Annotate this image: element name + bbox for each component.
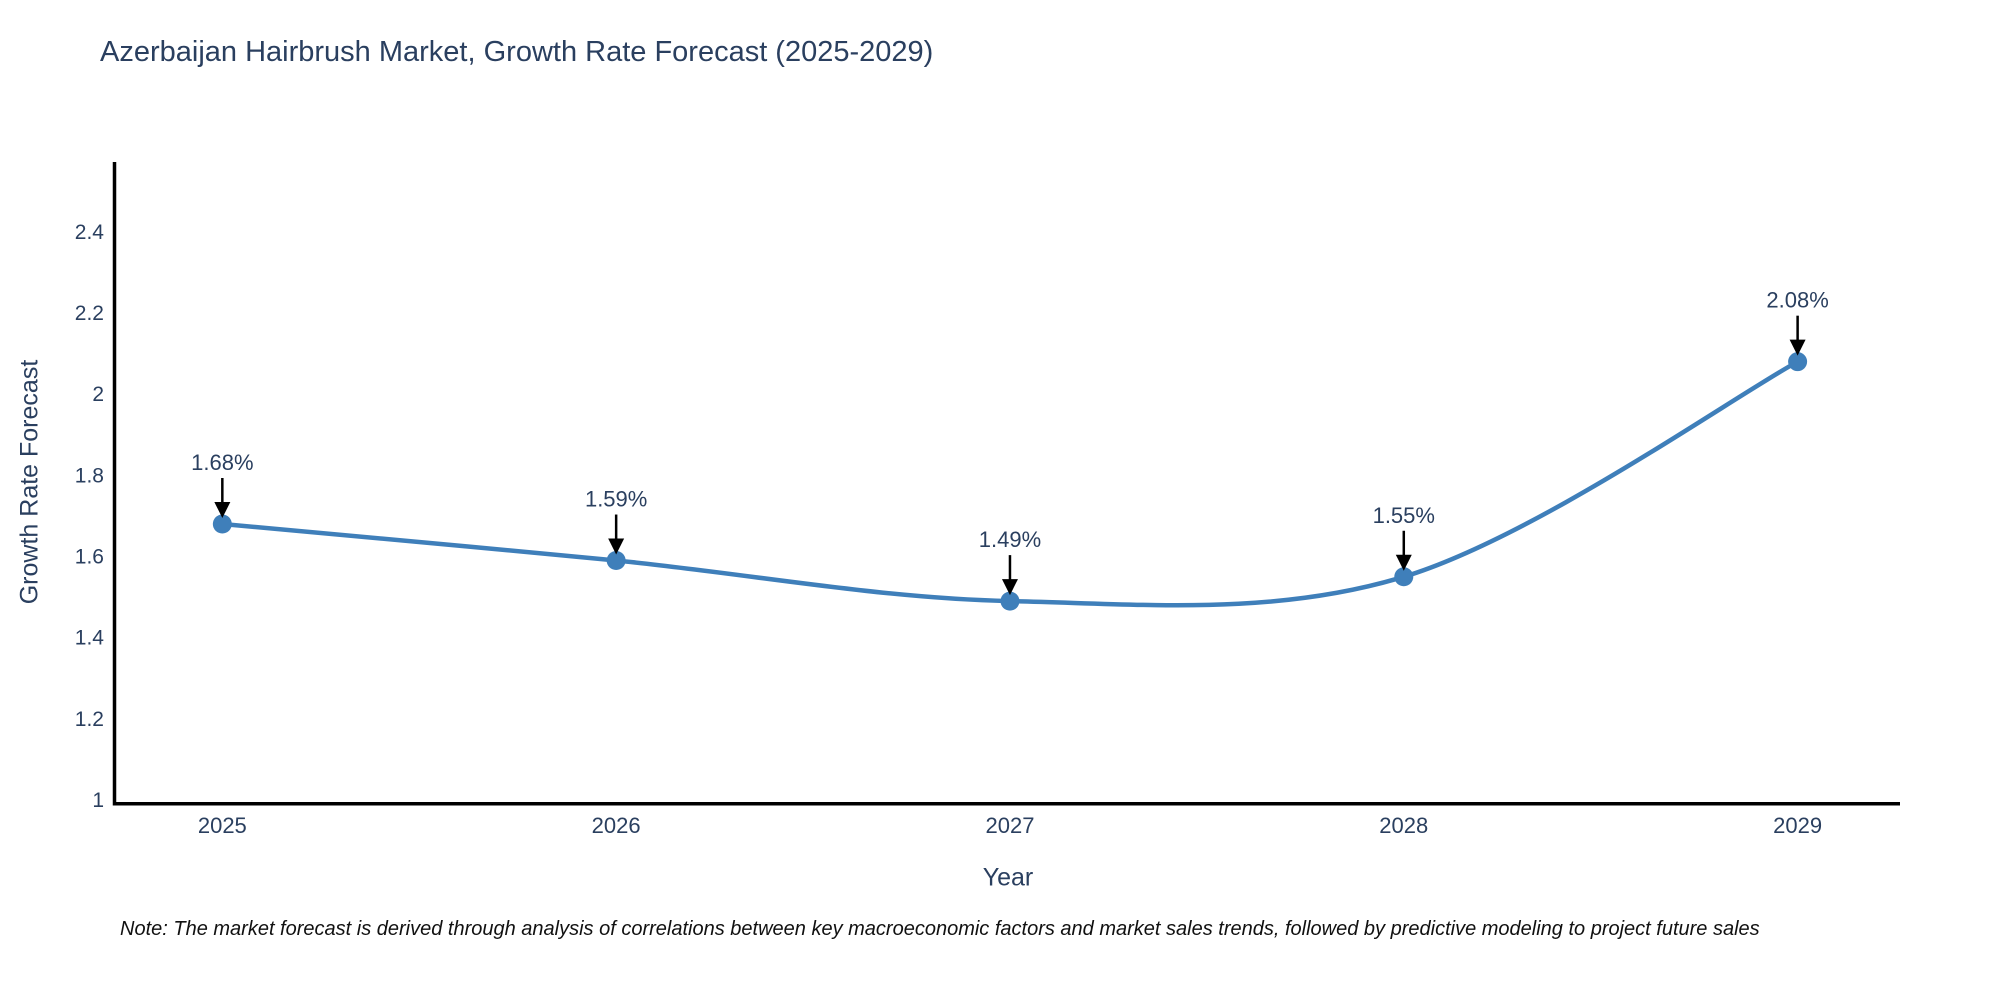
x-tick-label: 2025 <box>198 813 247 838</box>
annotation-arrowhead <box>214 502 231 519</box>
y-tick-label: 1.2 <box>75 708 104 731</box>
annotation-arrowhead <box>608 538 625 555</box>
annotation-arrowhead <box>1395 554 1412 571</box>
annotation-arrowhead <box>1001 579 1018 596</box>
data-point-marker <box>1000 591 1020 611</box>
data-point-marker <box>212 514 232 534</box>
x-tick-label: 2029 <box>1773 813 1822 838</box>
point-annotation-label: 1.59% <box>585 487 647 512</box>
x-tick-label: 2026 <box>592 813 641 838</box>
point-annotation-label: 2.08% <box>1766 288 1828 313</box>
footnote: Note: The market forecast is derived thr… <box>120 918 1760 940</box>
x-tick-label: 2028 <box>1379 813 1428 838</box>
y-tick-label: 2 <box>92 383 104 406</box>
x-tick-label: 2027 <box>985 813 1034 838</box>
y-tick-label: 1.4 <box>75 627 105 650</box>
y-axis-title: Growth Rate Forecast <box>15 359 44 605</box>
y-tick-label: 2.4 <box>75 221 105 244</box>
data-point-marker <box>1394 567 1414 587</box>
y-tick-label: 1.6 <box>75 545 104 568</box>
y-tick-label: 1.8 <box>75 464 104 487</box>
point-annotation-label: 1.55% <box>1373 503 1435 528</box>
data-point-marker <box>606 551 626 571</box>
forecast-line <box>220 359 1800 608</box>
y-tick-label: 1 <box>92 789 104 812</box>
x-axis-title: Year <box>982 863 1034 892</box>
annotation-arrowhead <box>1789 339 1806 356</box>
point-annotation-label: 1.68% <box>191 450 253 475</box>
y-tick-label: 2.2 <box>75 302 104 325</box>
point-annotation-label: 1.49% <box>979 527 1041 552</box>
data-point-marker <box>1788 352 1808 372</box>
chart-title: Azerbaijan Hairbrush Market, Growth Rate… <box>100 36 934 68</box>
